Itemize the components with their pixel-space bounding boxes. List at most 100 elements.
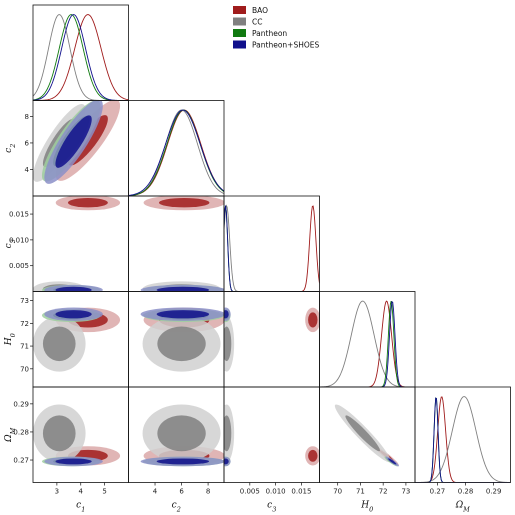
panel-3-3: [319, 291, 416, 388]
x-tick-label: 3: [55, 488, 59, 496]
y-axis-label-1: c2: [4, 144, 17, 153]
contour-CC-4-2: [224, 415, 232, 452]
marginal-Pantheon-2: [224, 205, 320, 292]
x-axis-label-3: H0: [360, 501, 373, 514]
marginal-CC-0: [33, 14, 129, 101]
contour-BAO-2-1: [159, 198, 210, 208]
contour-CC-3-2: [224, 326, 232, 362]
contour-CC-4-1: [157, 415, 206, 452]
panel-2-1: [128, 195, 225, 292]
panel-1-1: [128, 100, 225, 197]
x-tick-label: 71: [356, 488, 365, 496]
marginal-BAO-2: [224, 205, 320, 292]
panel-2-2: [223, 195, 320, 292]
contour-Pantheon+SHOES-1-0: [55, 115, 92, 168]
panel-0-0: [32, 4, 129, 101]
panel-frame: [414, 386, 511, 483]
contour-Pantheon+SHOES-4-0: [55, 458, 92, 465]
marginal-Pantheon-1: [128, 109, 224, 196]
marginal-BAO-1: [128, 109, 224, 196]
panel-3-0: 70 71 72 73 H0: [4, 291, 129, 388]
contour-Pantheon+SHOES-4-3: [388, 458, 397, 465]
legend: BAO CC Pantheon Pantheon+SHOES: [233, 6, 320, 50]
contour-CC-4-0: [42, 415, 76, 452]
x-axis-label-0: c1: [76, 501, 85, 514]
y-tick-label: 0.010: [9, 236, 29, 244]
contour-Pantheon+SHOES-3-0: [55, 310, 92, 319]
contour-CC-3-0: [42, 326, 76, 362]
panel-frame: [319, 291, 416, 388]
marginal-BAO-3: [319, 300, 415, 387]
x-tick-label: 0.27: [430, 488, 446, 496]
contour-CC-4-3: [345, 415, 380, 452]
panel-frame: [223, 386, 320, 483]
panel-2-0: 0.005 0.010 0.015 c3: [4, 195, 129, 292]
y-tick-label: 8: [25, 113, 29, 121]
contour-CC-3-1: [157, 326, 206, 362]
x-tick-label: 0.29: [486, 488, 502, 496]
y-tick-label: 73: [20, 297, 29, 305]
y-axis-label-2: c3: [4, 239, 17, 248]
x-axis-label-1: c2: [172, 501, 181, 514]
y-tick-label: 0.28: [13, 428, 29, 436]
marginal-Pantheon+SHOES-2: [224, 205, 320, 292]
marginal-Pantheon-3: [319, 300, 415, 387]
panel-4-2: 0.005 0.010 0.015 c3: [223, 386, 320, 514]
contour-BAO-3-2: [308, 312, 318, 328]
marginal-BAO-4: [415, 396, 511, 483]
y-tick-label: 4: [25, 166, 30, 174]
panel-frame: [128, 195, 225, 292]
x-axis-label-2: c3: [267, 501, 276, 514]
panel-1-0: 4 6 8 c2: [4, 100, 129, 197]
panel-4-3: 70 71 72 73 H0: [319, 386, 416, 514]
marginal-CC-1: [128, 109, 224, 196]
x-tick-label: 8: [206, 488, 210, 496]
x-tick-label: 4: [79, 488, 84, 496]
x-tick-label: 5: [102, 488, 106, 496]
contour-Pantheon+SHOES-2-1: [156, 286, 210, 292]
legend-label: CC: [252, 18, 262, 27]
contour-Pantheon+SHOES-4-1: [156, 458, 210, 465]
contour-BAO-4-2: [308, 449, 318, 462]
x-axis-label-4: ΩM: [455, 501, 470, 514]
marginal-BAO-0: [33, 14, 129, 101]
marginal-Pantheon-4: [415, 397, 511, 483]
x-tick-label: 0.005: [240, 488, 260, 496]
marginal-Pantheon+SHOES-1: [128, 109, 224, 196]
marginal-Pantheon+SHOES-4: [415, 397, 511, 483]
y-tick-label: 71: [20, 343, 29, 351]
legend-swatch: [233, 6, 246, 14]
legend-label: Pantheon+SHOES: [252, 41, 320, 50]
contour-Pantheon+SHOES-3-2: [224, 310, 229, 319]
contour-Pantheon+SHOES-3-1: [156, 310, 210, 319]
panel-4-0: 3 4 5 c1 0.27 0.28 0.29 ΩM: [4, 386, 129, 514]
x-tick-label: 0.28: [458, 488, 474, 496]
panel-frame: [223, 195, 320, 292]
legend-swatch: [233, 29, 246, 37]
contour-Pantheon+SHOES-4-2: [224, 458, 229, 465]
x-tick-label: 0.010: [266, 488, 286, 496]
y-axis-label-3: H0: [4, 333, 17, 346]
y-tick-label: 0.27: [13, 457, 29, 465]
y-tick-label: 70: [20, 365, 29, 373]
marginal-Pantheon+SHOES-3: [319, 300, 415, 387]
panel-3-1: [128, 291, 225, 388]
marginal-CC-4: [415, 396, 511, 483]
y-tick-label: 6: [25, 139, 30, 147]
x-tick-label: 4: [153, 488, 158, 496]
legend-swatch: [233, 17, 246, 26]
panel-frame: [223, 291, 320, 388]
marginal-CC-2: [224, 204, 320, 292]
panel-frame: [32, 195, 129, 292]
contour-BAO-2-0: [67, 198, 108, 208]
marginal-CC-3: [319, 300, 415, 387]
y-tick-label: 0.29: [13, 400, 29, 408]
y-axis-label-4: ΩM: [4, 427, 17, 442]
legend-swatch: [233, 40, 246, 49]
x-tick-label: 0.015: [291, 488, 311, 496]
panel-4-1: 4 6 8 c2: [128, 386, 225, 514]
y-tick-label: 0.005: [9, 262, 29, 270]
x-tick-label: 73: [401, 488, 410, 496]
panel-4-4: 0.27 0.28 0.29 ΩM: [414, 386, 511, 514]
